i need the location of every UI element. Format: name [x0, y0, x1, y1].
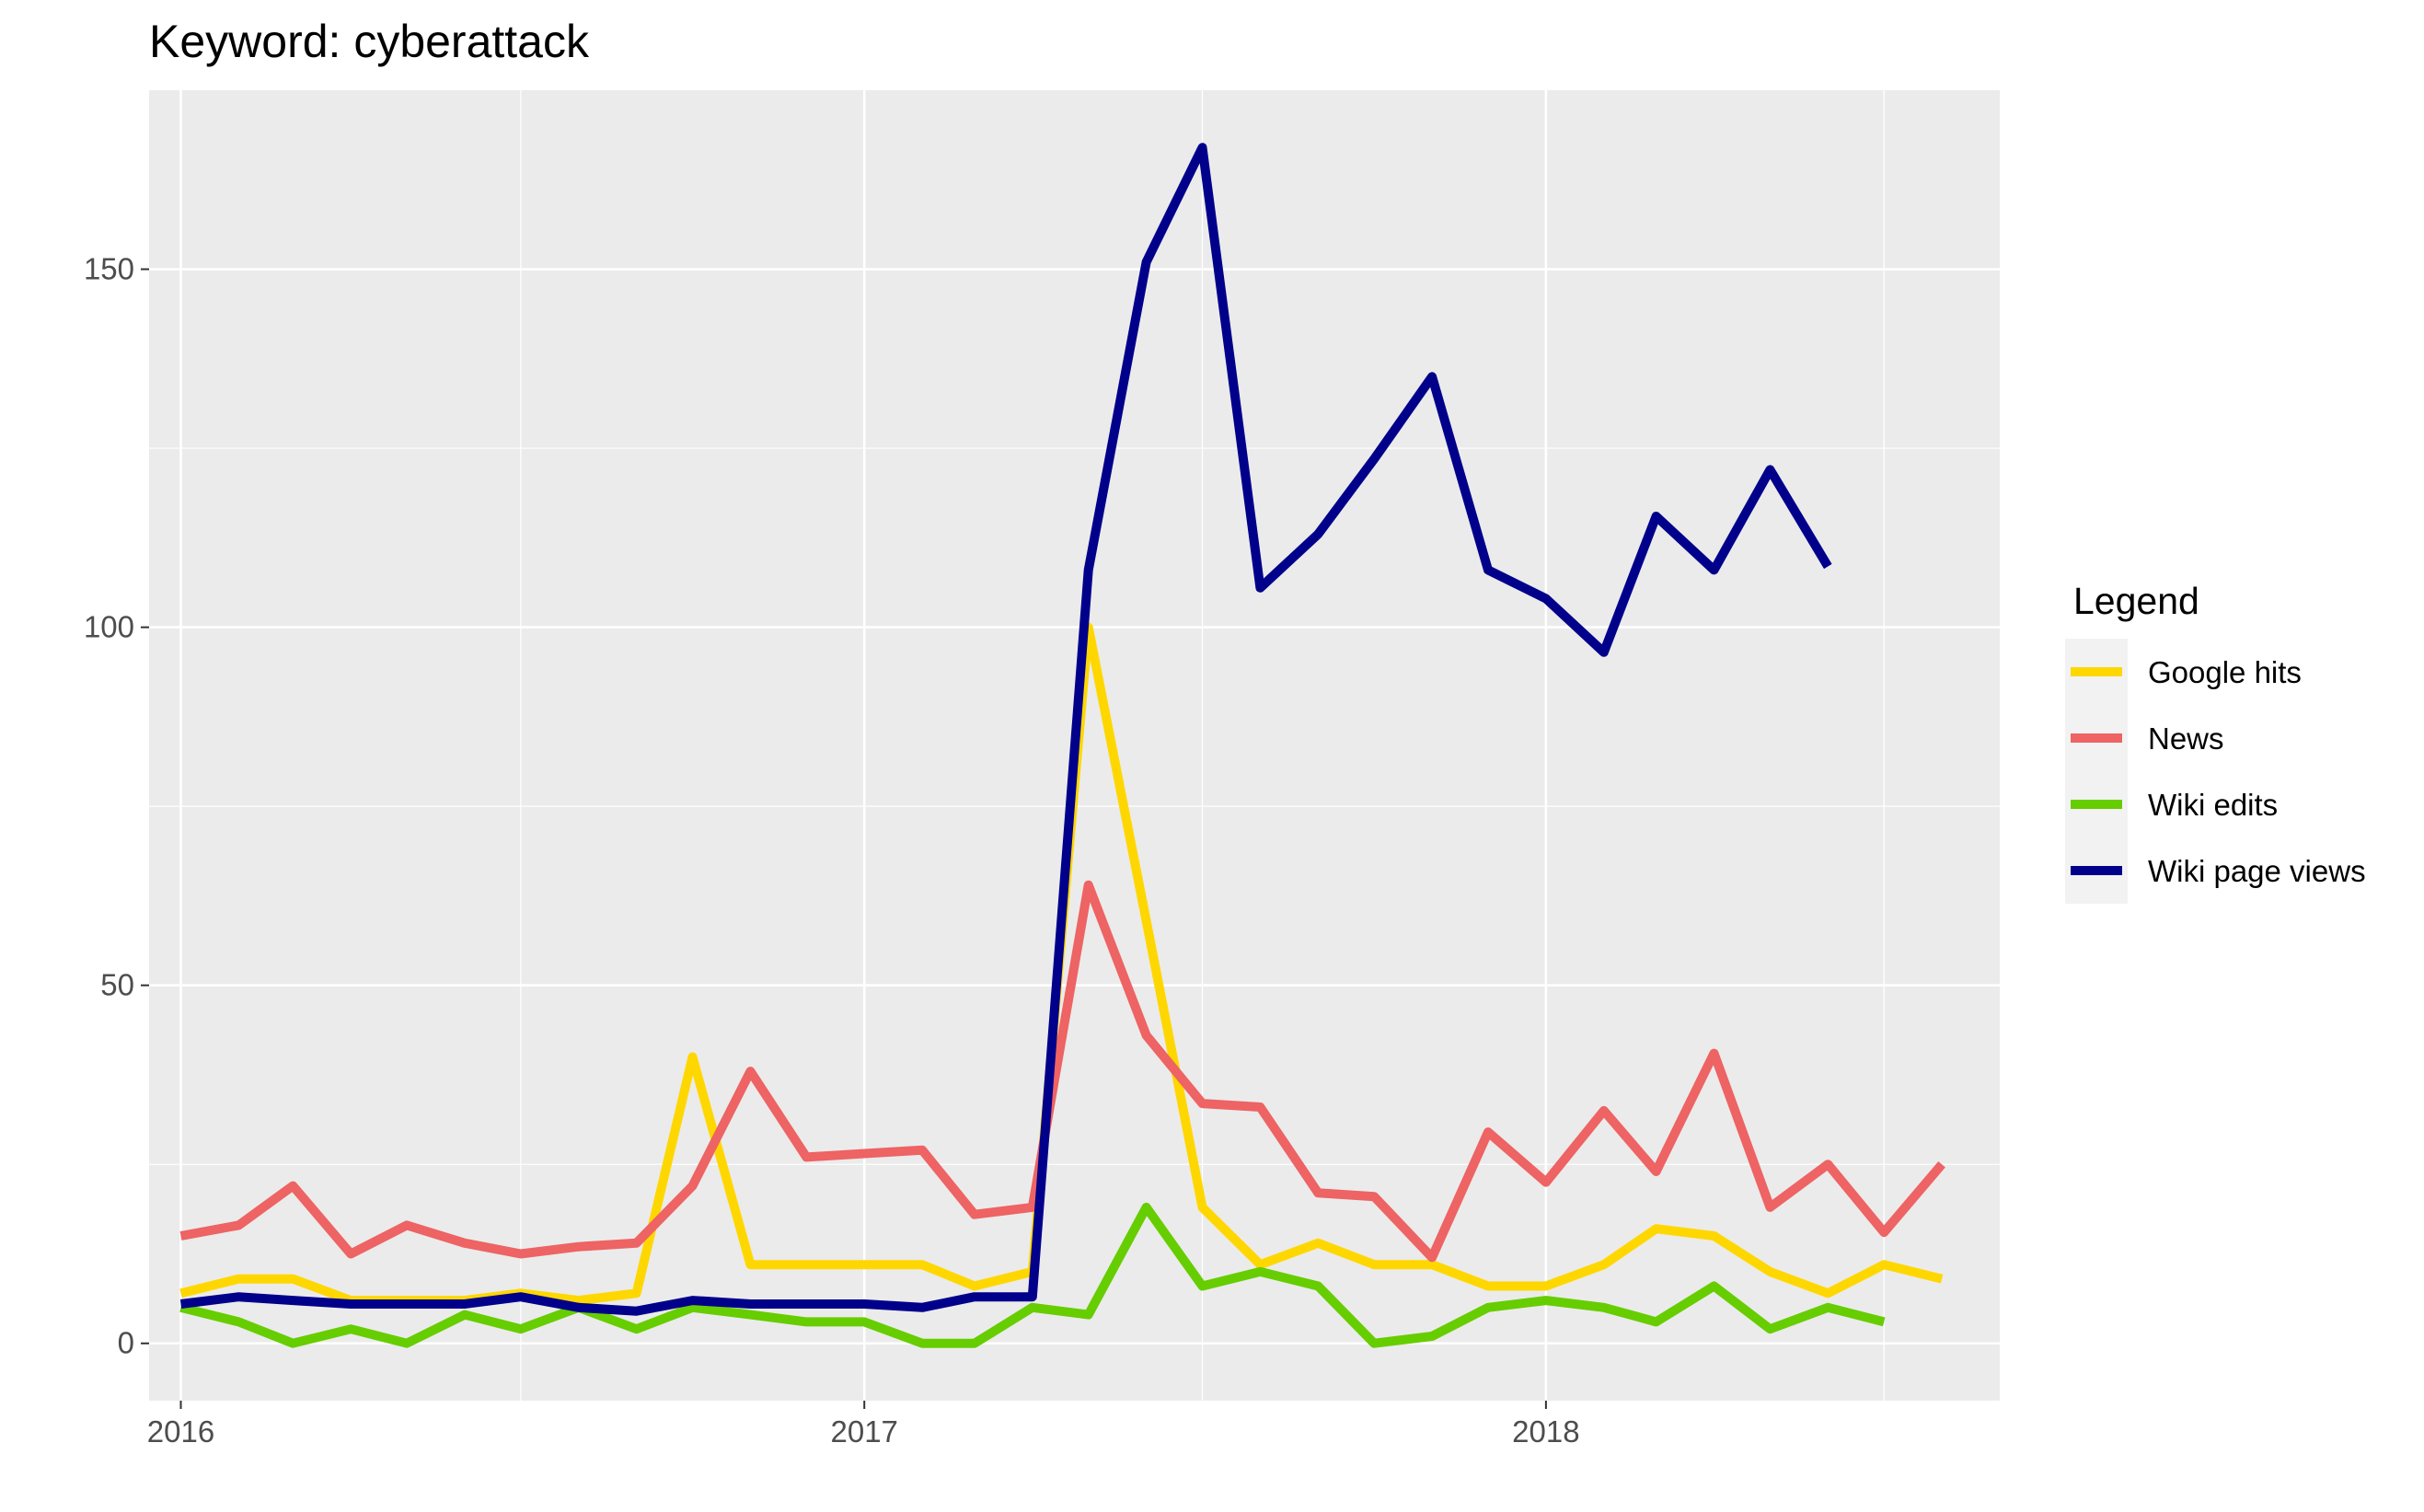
series-line-news [179, 880, 1945, 1263]
legend-items: Google hits News Wiki edits Wiki page views [2065, 639, 2366, 904]
y-tick-label: 150 [84, 252, 134, 286]
series-lines [179, 143, 1945, 1348]
legend: Legend Google hits News Wiki edits Wiki pag… [2065, 580, 2366, 904]
grid-major [149, 90, 2000, 1401]
legend-title: Legend [2073, 580, 2199, 622]
legend-label: Google hits [2148, 655, 2302, 689]
legend-label: Wiki edits [2148, 788, 2278, 822]
y-tick-label: 50 [100, 968, 134, 1002]
y-axis: 0 50 100 150 [84, 252, 149, 1360]
chart-title: Keyword: cyberattack [149, 16, 590, 67]
legend-label: News [2148, 721, 2224, 756]
series-line-wiki-edits [179, 1202, 1886, 1348]
legend-label: Wiki page views [2148, 854, 2366, 888]
y-tick-label: 0 [118, 1326, 134, 1360]
y-tick-label: 100 [84, 610, 134, 644]
x-axis: 2016 2017 2018 [147, 1401, 1580, 1449]
x-tick-label: 2018 [1512, 1414, 1579, 1449]
x-tick-label: 2016 [147, 1414, 214, 1449]
x-tick-label: 2017 [830, 1414, 897, 1449]
series-line-wiki-page-views [179, 143, 1832, 1316]
